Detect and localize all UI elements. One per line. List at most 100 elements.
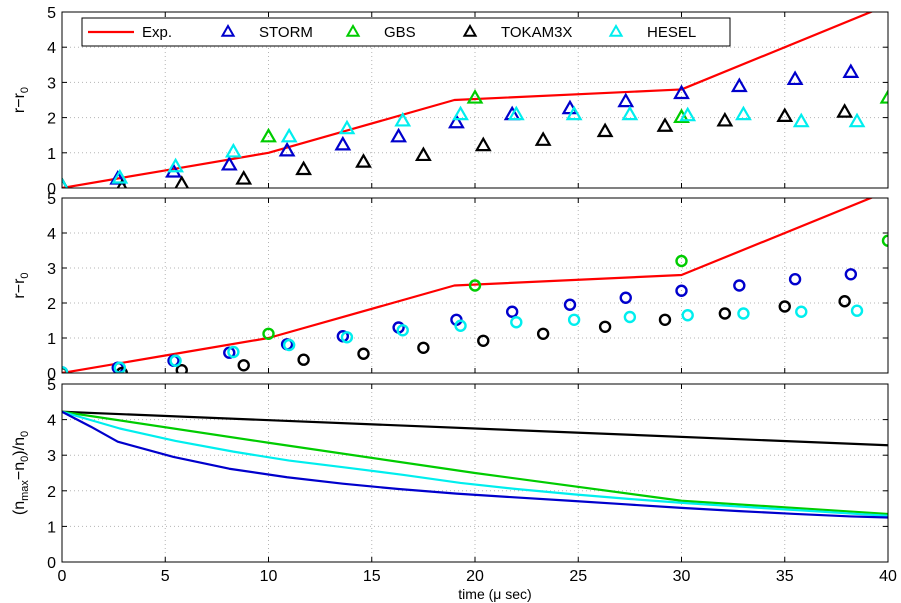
- point-hesel: [227, 345, 240, 359]
- y-tick-label: 4: [47, 40, 56, 57]
- point-hesel: [623, 310, 637, 324]
- point-tokam3x: [536, 327, 550, 340]
- point-hesel: [282, 338, 296, 352]
- point-gbs: [881, 234, 888, 247]
- point-hesel: [62, 177, 69, 188]
- y-tick-label: 1: [47, 146, 56, 163]
- point-storm: [505, 305, 519, 318]
- y-tick-label: 3: [47, 448, 56, 465]
- axis-ticks: [61, 197, 889, 374]
- point-tokam3x: [295, 160, 313, 176]
- point-tokam3x: [838, 295, 851, 308]
- point-gbs: [466, 89, 484, 104]
- legend-box: [81, 17, 731, 47]
- x-tick-label: 30: [673, 568, 691, 585]
- point-hesel: [737, 307, 750, 320]
- series-line-exp: [62, 12, 874, 188]
- point-storm: [334, 135, 352, 151]
- y-tick-label: 1: [47, 519, 56, 536]
- point-storm: [220, 155, 238, 171]
- point-storm: [390, 127, 408, 143]
- point-tokam3x: [778, 300, 791, 313]
- x-tick-label: 40: [879, 568, 897, 585]
- point-storm: [673, 84, 690, 100]
- x-tick-label: 10: [260, 568, 278, 585]
- point-storm: [786, 70, 804, 86]
- series-line-hesel: [62, 410, 888, 517]
- plot-area: [62, 198, 888, 373]
- point-hesel: [735, 105, 752, 121]
- series-line-exp: [62, 198, 874, 373]
- y-tick-label: 4: [47, 413, 56, 430]
- point-tokam3x: [836, 103, 854, 118]
- point-hesel: [848, 112, 866, 128]
- point-hesel: [454, 319, 467, 332]
- grid: [62, 198, 888, 373]
- point-tokam3x: [235, 169, 253, 185]
- legend-triangle-swatch: [345, 23, 361, 37]
- point-storm: [842, 63, 860, 78]
- point-hesel: [681, 309, 694, 322]
- y-tick-label: 2: [47, 296, 56, 313]
- y-tick-label: 0: [47, 555, 56, 572]
- x-tick-label: 35: [776, 568, 794, 585]
- legend-triangle-swatch: [462, 23, 478, 37]
- x-tick-label: 5: [161, 568, 170, 585]
- y-tick-label: 2: [47, 484, 56, 501]
- legend-label: TOKAM3X: [501, 24, 572, 41]
- panel-top-triangles: 0 1 2 3 4 5 r−r0 Exp. STORM GBS TOKAM3X HESEL: [11, 5, 889, 198]
- point-storm: [730, 77, 748, 93]
- point-hesel: [567, 313, 581, 326]
- point-hesel: [850, 304, 864, 317]
- point-hesel: [167, 157, 184, 173]
- point-storm: [844, 268, 858, 281]
- point-hesel: [394, 111, 412, 127]
- point-tokam3x: [474, 136, 492, 152]
- point-hesel: [621, 105, 639, 121]
- y-tick-label: 3: [47, 261, 56, 278]
- point-tokam3x: [115, 366, 129, 373]
- point-storm: [619, 291, 632, 304]
- y-axis-label: (nmax−n0)/n0: [11, 431, 31, 515]
- x-tick-label: 15: [363, 568, 381, 585]
- legend-label: Exp.: [142, 24, 172, 41]
- point-hesel: [507, 105, 525, 121]
- point-tokam3x: [598, 320, 612, 333]
- y-tick-label: 5: [47, 5, 56, 22]
- series-line-gbs: [62, 410, 888, 516]
- y-tick-label: 0: [47, 181, 56, 198]
- x-tick-label: 25: [569, 568, 587, 585]
- point-hesel: [792, 112, 810, 128]
- x-tick-label: 20: [466, 568, 484, 585]
- point-tokam3x: [175, 364, 188, 373]
- point-tokam3x: [656, 117, 674, 132]
- point-hesel: [795, 305, 808, 318]
- point-gbs: [673, 108, 690, 124]
- point-gbs: [879, 89, 888, 104]
- point-storm: [788, 273, 802, 286]
- plot-area: [62, 410, 888, 519]
- point-tokam3x: [237, 359, 250, 372]
- series-line-tokam3x: [62, 410, 888, 447]
- point-hesel: [452, 105, 469, 121]
- point-tokam3x: [596, 122, 614, 138]
- point-tokam3x: [534, 131, 552, 146]
- point-hesel: [111, 168, 129, 184]
- panel-middle-circles: 0 1 2 3 4 5 r−r0: [11, 191, 889, 383]
- point-tokam3x: [417, 341, 430, 354]
- x-axis-label: time (μ sec): [458, 586, 531, 602]
- point-hesel: [62, 366, 69, 373]
- series-line-storm: [62, 410, 888, 519]
- point-hesel: [396, 324, 409, 337]
- point-gbs: [262, 327, 275, 340]
- y-tick-label: 5: [47, 377, 56, 394]
- point-gbs: [468, 279, 482, 292]
- point-hesel: [280, 127, 298, 143]
- y-tick-label: 4: [47, 226, 56, 243]
- point-tokam3x: [658, 313, 672, 326]
- y-tick-label: 1: [47, 331, 56, 348]
- point-hesel: [340, 331, 354, 344]
- y-axis-label: r−r0: [11, 272, 31, 298]
- grid: [62, 384, 888, 562]
